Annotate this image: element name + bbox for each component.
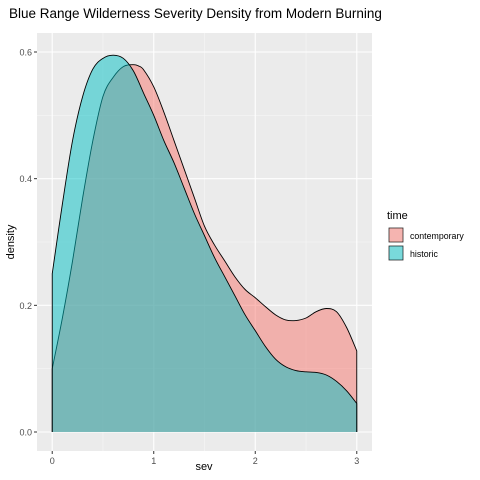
- y-tick-label: 0.2: [19, 301, 32, 311]
- density-curve-historic: [51, 54, 358, 432]
- legend-item-historic: historic: [388, 245, 438, 261]
- legend-title: time: [387, 210, 408, 222]
- y-tick-label: 0.0: [19, 428, 32, 438]
- legend: time contemporary historic: [387, 210, 464, 261]
- x-axis: 0 1 2 3: [50, 451, 359, 466]
- legend-swatch-contemporary: [388, 227, 404, 243]
- legend-swatch-historic: [388, 245, 404, 261]
- y-axis: 0.0 0.2 0.4 0.6: [19, 48, 37, 438]
- legend-label-contemporary: contemporary: [410, 231, 464, 241]
- legend-item-contemporary: contemporary: [388, 227, 464, 243]
- x-tick-label: 3: [354, 456, 359, 466]
- density-area-historic: [52, 55, 357, 433]
- chart-title: Blue Range Wilderness Severity Density f…: [9, 6, 382, 21]
- x-tick-label: 0: [50, 456, 55, 466]
- x-axis-label: sev: [195, 461, 213, 473]
- y-tick-label: 0.4: [19, 174, 32, 184]
- density-areas: [51, 54, 358, 433]
- y-tick-label: 0.6: [19, 48, 32, 58]
- y-axis-label: density: [5, 224, 17, 259]
- x-tick-label: 2: [253, 456, 258, 466]
- x-tick-label: 1: [151, 456, 156, 466]
- legend-label-historic: historic: [410, 249, 438, 259]
